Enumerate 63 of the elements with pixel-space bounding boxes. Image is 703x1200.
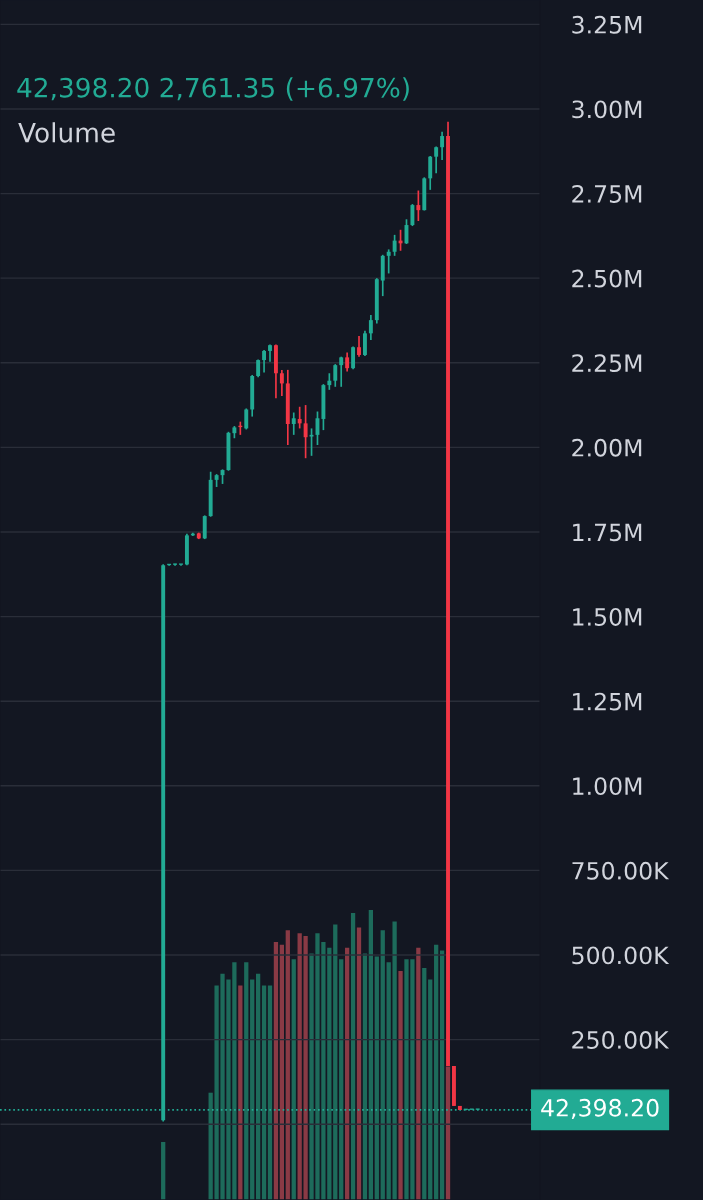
y-tick-label: 1.50M	[573, 608, 642, 626]
bar	[273, 941, 279, 1200]
candlestick	[416, 189, 421, 222]
candlestick	[262, 349, 267, 374]
candlestick	[297, 405, 302, 430]
candlestick	[345, 351, 350, 373]
bar	[434, 944, 439, 1200]
bar	[250, 979, 255, 1200]
bar	[374, 956, 379, 1200]
bar	[422, 968, 427, 1200]
bar	[439, 950, 445, 1200]
candlestick	[303, 404, 308, 460]
candlestick	[357, 335, 361, 358]
candlestick	[368, 314, 373, 341]
y-tick-label: 500.00K	[572, 946, 670, 965]
bar	[428, 979, 433, 1200]
y-tick-label: 1.00M	[573, 777, 642, 796]
bar	[161, 1142, 166, 1200]
candlestick	[386, 248, 391, 275]
bar	[238, 985, 243, 1200]
bar	[398, 970, 403, 1200]
bar	[285, 930, 290, 1200]
text: 42,398.20 2,761.35 (+6.97%)	[17, 77, 409, 101]
y-tick-label: 2.25M	[572, 354, 642, 373]
candlestick	[333, 363, 338, 388]
y-tick-label: 250.00K	[572, 1031, 670, 1049]
bar	[279, 944, 284, 1200]
candlestick	[428, 155, 433, 191]
bar	[339, 959, 344, 1200]
bar	[356, 927, 362, 1200]
bar	[267, 985, 273, 1200]
bar	[256, 973, 261, 1200]
candlestick	[362, 329, 367, 357]
y-tick-label: 3.25M	[572, 15, 642, 34]
candlestick	[291, 411, 296, 436]
candlestick	[244, 407, 249, 431]
bar	[445, 1066, 451, 1200]
bar	[362, 953, 368, 1200]
bar	[345, 947, 350, 1200]
candlestick	[440, 130, 445, 161]
bar	[350, 912, 356, 1200]
y-tick-label: 2.50M	[572, 269, 642, 288]
y-tick-label: 1.75M	[573, 523, 642, 542]
y-tick-label: 2.00M	[572, 438, 642, 457]
candlestick	[279, 369, 284, 397]
bar	[291, 959, 296, 1200]
annotation: Volume	[18, 122, 115, 143]
candlestick	[392, 234, 397, 257]
y-tick-label: 2.75M	[572, 185, 642, 203]
candlestick	[339, 355, 344, 388]
ref-line-label: 42,398.20	[541, 1098, 659, 1120]
bar	[368, 910, 374, 1200]
y-tick-label: 3.00M	[572, 100, 642, 119]
bar	[244, 962, 249, 1200]
candlestick	[202, 514, 207, 540]
candlestick	[410, 203, 415, 227]
y-tick-label: 750.00K	[572, 861, 670, 880]
bar	[333, 924, 338, 1200]
bar	[416, 947, 421, 1200]
bar	[261, 985, 267, 1200]
bar	[380, 930, 385, 1200]
y-tick-label: 1.25M	[573, 692, 642, 711]
candlestick	[434, 145, 439, 175]
